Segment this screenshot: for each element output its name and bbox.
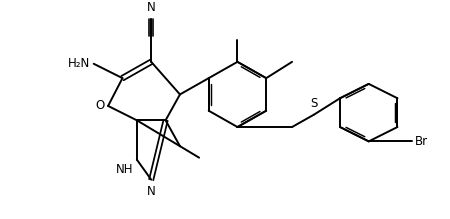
Text: O: O <box>95 99 104 112</box>
Text: N: N <box>147 184 156 198</box>
Text: S: S <box>310 97 318 110</box>
Text: H₂N: H₂N <box>68 57 90 70</box>
Text: NH: NH <box>116 163 133 177</box>
Text: N: N <box>147 1 156 14</box>
Text: Br: Br <box>415 135 428 148</box>
